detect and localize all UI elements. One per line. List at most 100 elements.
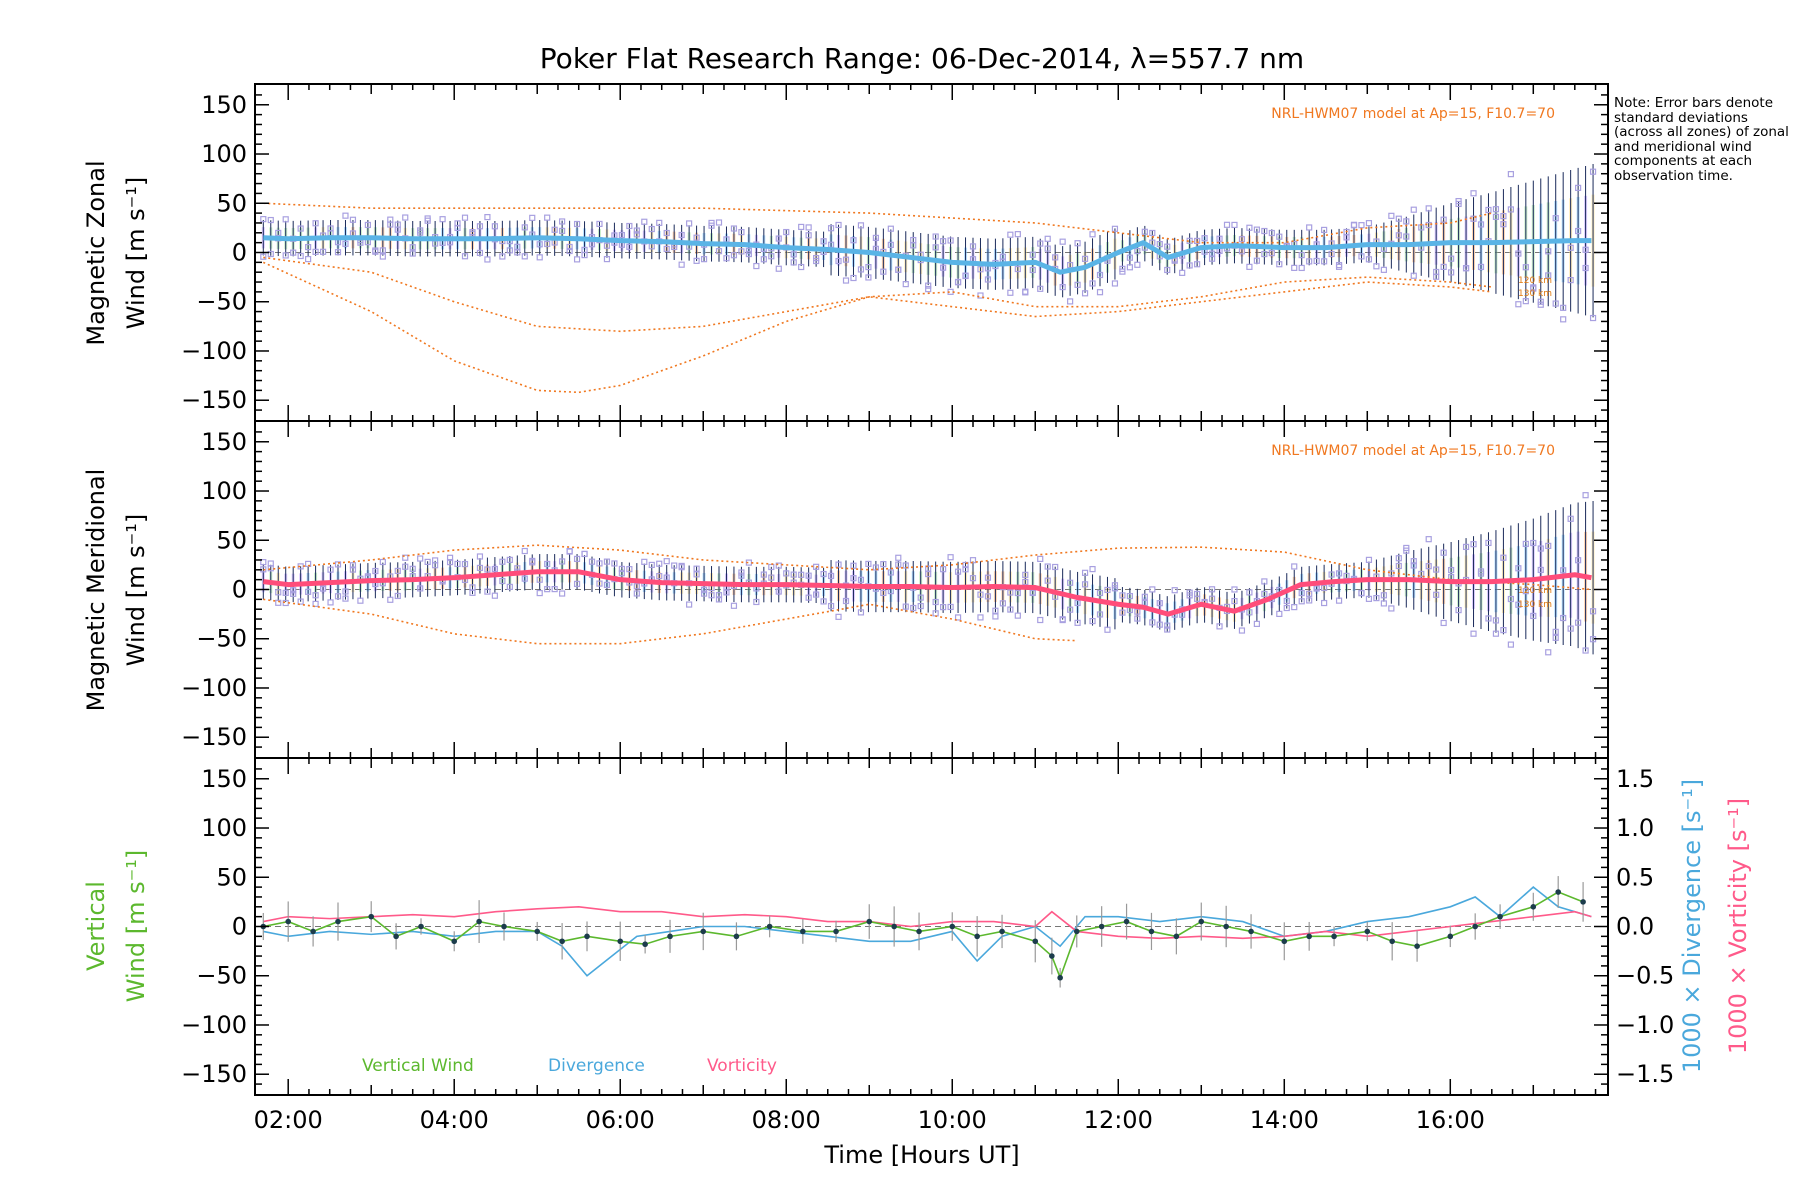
zone-point [663, 245, 670, 253]
zone-point [394, 567, 401, 575]
zone-point [297, 225, 304, 232]
zone-point [1403, 233, 1410, 240]
zone-point [1552, 634, 1559, 641]
x-tick-label: 14:00 [1250, 1106, 1319, 1134]
y-tick-label: 0 [232, 913, 247, 941]
vertical-wind-point [1530, 904, 1537, 910]
zone-point [947, 554, 954, 561]
zone-point [1380, 266, 1387, 273]
zone-point [1410, 272, 1417, 279]
zone-point [954, 568, 962, 575]
zone-point [499, 577, 506, 585]
zone-point [753, 262, 760, 270]
zone-point [753, 598, 760, 606]
axes-layer: 150 100 50 0 −50 −100 −150 150 100 50 0 −50 −100 −150… [181, 84, 1674, 1134]
vertical-wind-point [1580, 899, 1586, 905]
zone-point [940, 566, 947, 573]
zone-point [357, 597, 364, 604]
zone-point [880, 561, 887, 568]
zone-point [1380, 592, 1387, 599]
x-tick-label: 06:00 [586, 1106, 655, 1134]
zone-point [820, 570, 827, 578]
zone-point [917, 602, 924, 610]
x-axis-label: Time [Hours UT] [823, 1141, 1019, 1169]
y-tick-label: 150 [201, 428, 247, 456]
vertical-wind-point [916, 928, 922, 935]
zone-point [872, 234, 879, 242]
vertical-wind-point [974, 933, 980, 940]
zone-point [1575, 184, 1582, 191]
zone-point [1545, 542, 1552, 549]
zone-point [1156, 240, 1163, 248]
y-tick-label: −100 [181, 674, 247, 702]
zone-point [984, 276, 992, 283]
zone-point [1081, 581, 1089, 588]
zone-point [461, 560, 469, 568]
zone-point [1515, 250, 1522, 257]
zone-point [1425, 536, 1432, 543]
zone-point [932, 233, 939, 240]
zone-point [1081, 255, 1089, 262]
y-tick-label: 0 [232, 239, 247, 267]
zone-point [932, 244, 939, 251]
zone-point [491, 565, 498, 573]
zone-point [1567, 277, 1574, 284]
zone-point [940, 238, 947, 245]
zone-point [342, 595, 349, 602]
zone-point [1268, 229, 1275, 237]
zone-point [603, 242, 611, 249]
zone-point [476, 249, 484, 257]
zone-point [1246, 589, 1253, 596]
zone-point [1119, 609, 1126, 616]
zonal-model-alt-130: 130 km [1518, 289, 1552, 299]
vertical-wind-point [833, 928, 839, 935]
zone-point [700, 256, 708, 263]
zone-point [1037, 616, 1044, 624]
vertical-wind-point [1248, 928, 1254, 935]
vertical-wind-point [501, 923, 507, 930]
zone-point [611, 560, 618, 567]
zone-point [297, 252, 304, 260]
zone-point [798, 571, 805, 578]
vertical-wind-point [1364, 928, 1371, 935]
zone-point [566, 247, 573, 255]
zone-point [282, 252, 289, 259]
zone-point [334, 561, 342, 568]
zone-point [1485, 206, 1492, 214]
zonal-model-label: NRL-HWM07 model at Ap=15, F10.7=70 [1271, 106, 1555, 122]
zone-point [588, 558, 596, 565]
zone-point [745, 247, 752, 254]
zone-point [775, 588, 782, 595]
zone-point [1253, 257, 1260, 264]
zone-point [1321, 226, 1328, 234]
vertical-wind-point [1472, 923, 1478, 930]
zone-point [738, 248, 745, 255]
zone-point [1552, 628, 1559, 635]
zone-point [603, 558, 611, 565]
zone-point [402, 214, 409, 221]
vertical-wind-point [335, 918, 341, 925]
zone-point [768, 574, 775, 581]
zone-point [678, 231, 685, 239]
zone-point [581, 550, 588, 558]
zone-point [603, 581, 611, 589]
zone-point [730, 252, 738, 259]
zone-point [1022, 578, 1029, 586]
zone-point [887, 241, 894, 248]
zone-point [1560, 304, 1567, 311]
zone-point [1298, 264, 1305, 272]
zone-point [1298, 589, 1305, 597]
y2-tick-label: 0.5 [1616, 863, 1654, 891]
zone-point [730, 225, 738, 232]
meridional-ylabel-line2: Wind [m s⁻¹] [122, 514, 150, 666]
zone-point [1448, 566, 1455, 574]
zone-point [596, 560, 603, 567]
zone-point [1522, 588, 1529, 595]
zone-point [573, 256, 581, 263]
vertical-wind-point [584, 933, 590, 940]
zone-point [312, 592, 319, 599]
zone-point [1283, 604, 1290, 612]
zone-point [678, 564, 685, 571]
zone-point [805, 594, 812, 601]
zone-point [1074, 599, 1081, 607]
